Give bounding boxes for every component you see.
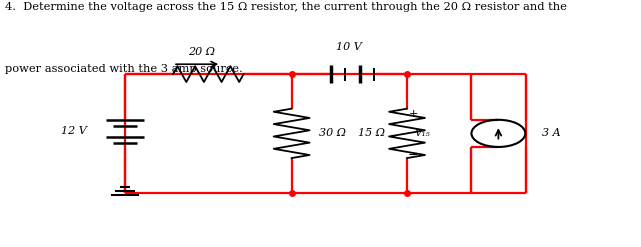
Text: 3 A: 3 A <box>542 128 560 138</box>
Text: 10 V: 10 V <box>337 42 362 52</box>
Text: power associated with the 3 amp source.: power associated with the 3 amp source. <box>5 64 243 74</box>
Text: 4.  Determine the voltage across the 15 Ω resistor, the current through the 20 Ω: 4. Determine the voltage across the 15 Ω… <box>5 2 567 12</box>
Text: 12 V: 12 V <box>61 126 87 136</box>
Text: +: + <box>409 109 418 119</box>
Text: V₁₅: V₁₅ <box>415 129 431 138</box>
Text: 20 Ω: 20 Ω <box>188 47 215 57</box>
Text: 15 Ω: 15 Ω <box>358 128 385 138</box>
Text: 30 Ω: 30 Ω <box>319 128 345 138</box>
Text: −: − <box>408 149 419 162</box>
